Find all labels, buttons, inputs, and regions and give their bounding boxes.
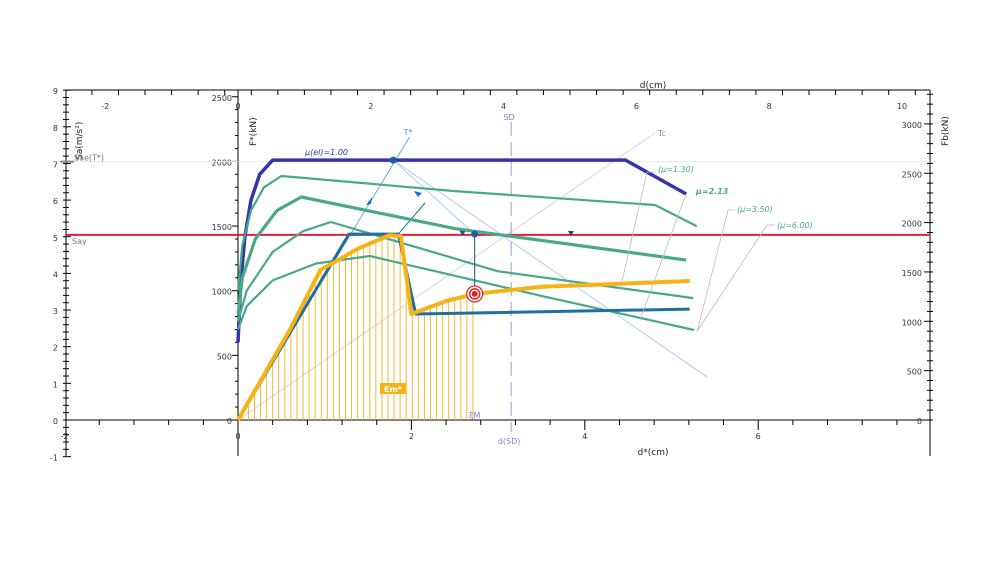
elastic-label: μ(el)=1.00 — [304, 148, 348, 157]
sa-tick-label: 5 — [53, 234, 58, 243]
yield-demand-point — [471, 230, 479, 238]
top-tick-label: 0 — [235, 102, 240, 111]
fstar-tick-label: 1000 — [212, 288, 232, 297]
fb-tick-label: 3000 — [902, 121, 922, 130]
series--6-00 — [236, 254, 695, 332]
tc-line — [237, 132, 656, 421]
bottom-tick-label: 4 — [582, 432, 587, 441]
target-point — [471, 290, 478, 297]
sa-tick-label: 8 — [53, 124, 58, 133]
sa-tick-label: 9 — [53, 87, 58, 96]
t-star-arrow — [366, 197, 372, 205]
sa-tick-label: 6 — [53, 197, 58, 206]
sd-label: SD — [503, 113, 514, 122]
fb-tick-label: 500 — [907, 368, 922, 377]
top-tick-label: 6 — [634, 102, 639, 111]
series--1-30 — [236, 174, 698, 291]
fstar-tick-label: 1500 — [212, 223, 232, 232]
top-tick-label: 4 — [501, 102, 506, 111]
dm-label: ξM — [469, 411, 480, 420]
demand-projection-line — [392, 159, 708, 378]
series-capacity — [236, 233, 690, 421]
bottom-tick-label: 2 — [409, 432, 414, 441]
sae-label: Sae(T*) — [74, 154, 104, 163]
mu-1-30-label: (μ=1.30) — [658, 165, 694, 174]
top-axis-label: d(cm) — [640, 81, 666, 91]
bottom-axis-label: d*(cm) — [638, 448, 669, 458]
sa-tick-label: 2 — [53, 344, 58, 353]
demand-marker — [459, 231, 466, 236]
say-label: Say — [72, 237, 87, 246]
fb-tick-label: 2500 — [902, 170, 922, 179]
fstar-tick-label: 2500 — [212, 94, 232, 103]
top-tick-label: 10 — [897, 102, 907, 111]
fb-axis-label: Fb(kN) — [941, 116, 951, 146]
fb-tick-label: 1000 — [902, 318, 922, 327]
fb-tick-label: 1500 — [902, 269, 922, 278]
fstar-tick-label: 0 — [227, 417, 232, 426]
fb-tick-label: 0 — [917, 417, 922, 426]
series--3-50 — [236, 220, 694, 322]
elastic-demand-point — [389, 156, 397, 164]
mu-6-00-label: (μ=6.00) — [777, 221, 813, 230]
fstar-axis-label: F*(kN) — [249, 117, 259, 146]
tc-label: Tc — [657, 129, 666, 138]
sa-tick-label: 4 — [53, 270, 58, 279]
top-tick-label: -2 — [101, 102, 109, 111]
sa-tick-label: -1 — [50, 454, 58, 463]
top-tick-label: 8 — [767, 102, 772, 111]
sa-tick-label: 0 — [53, 417, 58, 426]
mu-3-50-leader — [696, 209, 735, 333]
sa-tick-label: 7 — [53, 160, 58, 169]
sa-tick-label: 1 — [53, 380, 58, 389]
mu-3-50-label: (μ=3.50) — [737, 205, 773, 214]
sa-tick-label: 3 — [53, 307, 58, 316]
fstar-tick-label: 2000 — [212, 158, 232, 167]
mu-2-13-label: μ=2.13 — [695, 187, 729, 196]
bottom-tick-label: -2 — [61, 432, 69, 441]
fb-tick-label: 2000 — [902, 220, 922, 229]
series--2-13 — [236, 195, 687, 315]
top-tick-label: 2 — [368, 102, 373, 111]
projection-arrow — [414, 191, 422, 197]
fstar-tick-label: 500 — [217, 352, 232, 361]
demand-marker — [567, 231, 574, 236]
bottom-tick-label: 0 — [235, 432, 240, 441]
d-sd-label: d(SD) — [498, 437, 521, 446]
em-label: Em* — [384, 385, 403, 394]
mu-6-00-leader — [697, 224, 775, 331]
demand-projection-line — [392, 159, 475, 235]
em-label-box — [380, 383, 406, 394]
mu-2-13-leader — [639, 193, 687, 321]
sa-axis-label: Sa(m/s²) — [75, 122, 85, 160]
mu-1-30-leader — [619, 171, 656, 291]
bottom-tick-label: 6 — [756, 432, 761, 441]
t-star-label: T* — [403, 128, 413, 137]
